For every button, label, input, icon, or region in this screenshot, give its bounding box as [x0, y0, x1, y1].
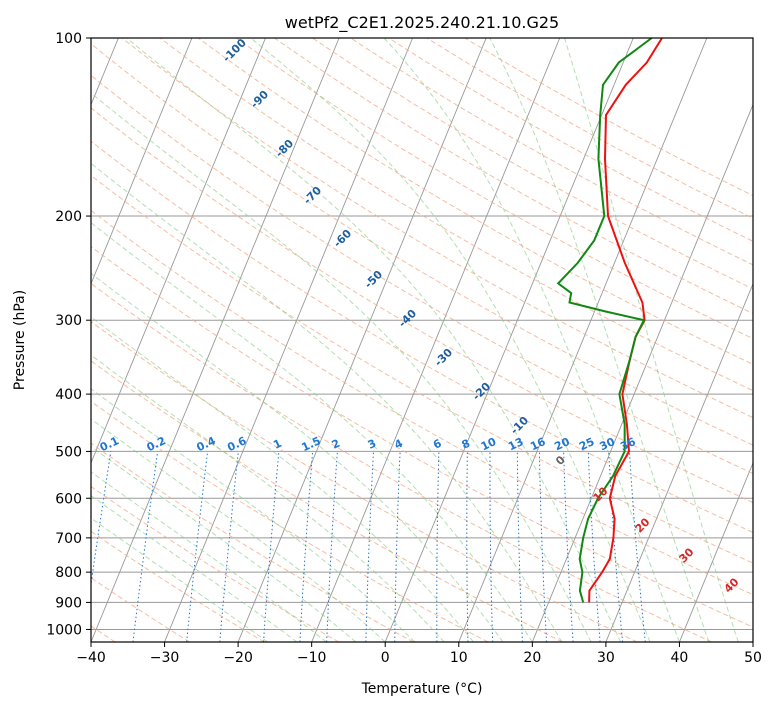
mixing-ratio-label: 10: [479, 435, 499, 453]
mixing-ratio-line: [186, 451, 209, 642]
mixing-ratio-line: [219, 451, 239, 642]
isotherm-line: [237, 38, 487, 642]
moist-adiabat-line: [91, 494, 298, 642]
profile-lines: [556, 38, 663, 603]
x-tick-label: −40: [76, 650, 106, 666]
moist-adiabat-line: [91, 517, 268, 642]
x-axis-title: Temperature (°C): [361, 681, 483, 697]
mixing-ratio-label: 25: [577, 435, 596, 453]
x-tick-label: −20: [223, 650, 253, 666]
x-tick-label: 40: [671, 650, 689, 666]
x-tick-label: 10: [450, 650, 468, 666]
axes: −40 −30 −20 −10 0 10 20 30 40 50 100 200 300 400 500 60…: [46, 31, 762, 666]
chart-title: wetPf2_C2E1.2025.240.21.10.G25: [285, 13, 559, 33]
y-tick-label: 500: [55, 444, 82, 460]
dry-adiabat-line: [91, 360, 563, 642]
plot-background: [91, 38, 753, 642]
dry-adiabat-line: [312, 38, 753, 290]
mixing-ratio-label: 20: [552, 435, 572, 453]
moist-adiabat-line: [564, 38, 739, 642]
isotherm-line: [91, 38, 193, 285]
mixing-ratio-label: 13: [506, 435, 525, 453]
moist-adiabat-line: [250, 38, 651, 642]
dry-adiabat-line: [91, 485, 340, 642]
isotherm-line: [91, 38, 340, 642]
y-tick-label: 200: [55, 209, 82, 225]
moist-adiabat-line: [91, 354, 445, 642]
mixing-ratio-label: 16: [528, 435, 548, 453]
moist-adiabat-line: [126, 38, 622, 642]
dry-adiabat-line: [91, 174, 753, 564]
dry-adiabat-line: [91, 43, 753, 446]
isotherm-line: [605, 282, 753, 642]
dewpoint-line: [556, 38, 653, 603]
x-tick-label: −30: [150, 650, 180, 666]
mixing-ratio-line: [132, 451, 159, 642]
moist-adiabat-line: [383, 38, 680, 642]
isotherm-line: [458, 38, 708, 642]
x-tick-label: 50: [744, 650, 762, 666]
isotherm-line: [164, 38, 414, 642]
moist-adiabat-line: [91, 272, 504, 642]
moist-adiabat-line: [91, 316, 474, 642]
moist-adiabat-line: [91, 222, 533, 642]
temperature-line: [588, 38, 663, 603]
dry-adiabat-line: [91, 245, 753, 628]
isotherm-line: [752, 640, 753, 642]
isotherm-line: [679, 461, 753, 642]
dry-adiabat-line: [274, 38, 753, 315]
y-tick-label: 600: [55, 491, 82, 507]
x-tick-label: 20: [523, 650, 541, 666]
dry-adiabat-line: [91, 282, 713, 642]
dry-adiabat-line: [121, 38, 753, 419]
isotherm-line: [384, 38, 634, 642]
moist-adiabat-line: [91, 92, 592, 642]
isotherm-line: [91, 38, 266, 465]
moist-adiabat-line: [91, 471, 327, 642]
dry-adiabat-line: [91, 209, 753, 596]
y-tick-label: 400: [55, 387, 82, 403]
dry-adiabat-line: [91, 530, 265, 642]
x-tick-label: −10: [297, 650, 327, 666]
y-tick-label: 300: [55, 313, 82, 329]
moist-adiabat-line: [91, 162, 563, 642]
dry-adiabat-line: [236, 38, 753, 340]
x-tick-label: 30: [597, 650, 615, 666]
y-tick-label: 1000: [46, 622, 82, 638]
dry-adiabat-line: [91, 400, 489, 642]
mixing-ratio-label: 36: [618, 435, 638, 453]
plot-frame: [90, 37, 754, 643]
y-tick-label: 100: [55, 31, 82, 47]
x-tick-label: 0: [381, 650, 390, 666]
y-axis-title: Pressure (hPa): [12, 290, 28, 390]
y-tick-label: 700: [55, 531, 82, 547]
background-lines: [91, 38, 753, 642]
moist-adiabat-line: [489, 38, 710, 642]
mixing-ratio-line: [91, 451, 112, 588]
y-tick-label: 800: [55, 565, 82, 581]
mixing-ratio-label: 30: [598, 435, 618, 453]
y-tick-label: 900: [55, 595, 82, 611]
dry-adiabat-line: [91, 107, 753, 504]
isotherm-line: [531, 103, 753, 642]
dry-adiabat-line: [91, 74, 753, 475]
dry-adiabat-line: [91, 320, 638, 642]
